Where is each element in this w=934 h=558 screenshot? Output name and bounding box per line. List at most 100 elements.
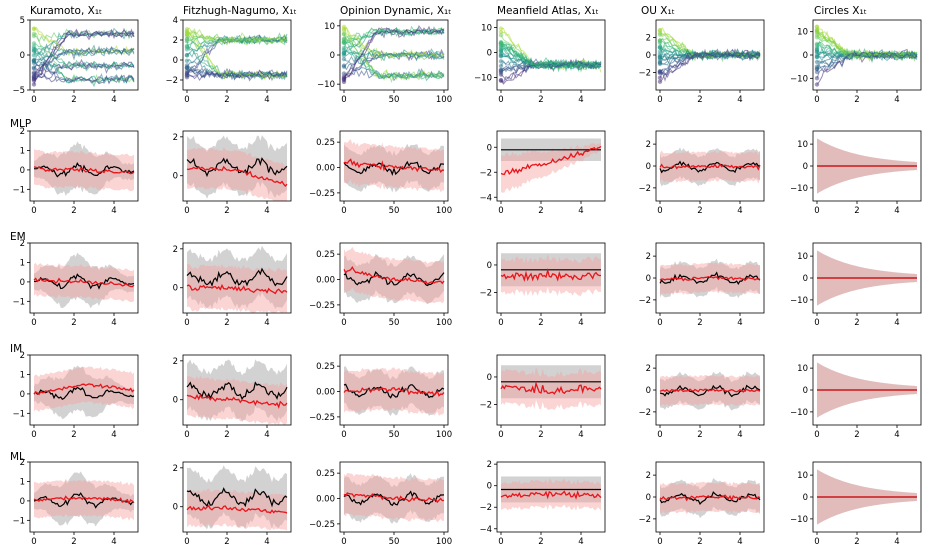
trajectory-start-point <box>657 69 663 74</box>
trajectory-start-point <box>341 64 347 69</box>
panel-ml-2-xtick-label: 0 <box>184 537 189 547</box>
trajectory-panel-5-xtick-label: 4 <box>737 95 742 105</box>
panel-em-1: −1 0 1 2 0 2 4 <box>12 239 139 328</box>
truth-band <box>187 359 287 423</box>
panel-em-4-frame <box>496 242 606 314</box>
prediction-band <box>187 147 287 201</box>
panel-im-5-xtick-label: 4 <box>737 430 742 440</box>
panel-ml-3-ytick-label: 0.25 <box>316 469 335 479</box>
panel-em-1-ytick-label: 2 <box>20 239 25 249</box>
trajectory-start-point <box>184 63 190 68</box>
prediction-band <box>660 262 760 295</box>
trajectory-panel-4: −10 0 10 0 2 4 <box>474 19 606 105</box>
panel-im-6-xtick-label: 4 <box>894 430 899 440</box>
panel-mlp-3-ytick-label: 0.25 <box>316 138 335 148</box>
panel-ml-4-ytick-label: 2 <box>487 460 492 470</box>
panel-im-4: −2 0 0 2 4 <box>479 354 606 440</box>
panel-ml-1-ytick-label: 0 <box>20 497 25 507</box>
panel-em-6-plot <box>817 250 917 306</box>
panel-em-2-xtick-label: 4 <box>264 318 269 328</box>
panel-im-4-xtick-label: 2 <box>538 430 543 440</box>
trajectory-panel-1-ytick-label: 5 <box>20 16 25 26</box>
trajectory-panel-2-ytick-label: −2 <box>165 76 178 86</box>
trajectory-panel-6-ytick-label: 0 <box>803 51 808 61</box>
trajectory-start-point <box>184 73 190 78</box>
prediction-band <box>501 478 601 511</box>
panel-em-3-plot <box>343 246 445 305</box>
trajectory-start-point <box>814 24 820 29</box>
panel-im-1-ytick-label: 1 <box>20 370 25 380</box>
truth-band <box>187 245 287 309</box>
panel-im-2-plot <box>186 359 288 425</box>
panel-mlp-5-ytick-label: −2 <box>638 184 651 194</box>
trajectory-panel-1: −5 0 5 0 2 4 <box>12 16 139 105</box>
trajectory-start-point <box>814 82 820 87</box>
panel-mlp-4-ytick-label: −2 <box>479 168 492 178</box>
panel-im-6-ytick-label: 0 <box>803 386 808 396</box>
trajectory-line <box>33 62 135 74</box>
panel-mlp-1-xtick-label: 2 <box>71 206 76 216</box>
panel-im-5-ytick-label: 0 <box>646 386 651 396</box>
trajectory-panel-4-frame <box>496 19 606 91</box>
prediction-mean-line <box>186 165 288 187</box>
prediction-mean-line <box>186 504 288 514</box>
panel-im-4-xtick-label: 0 <box>498 430 503 440</box>
panel-ml-1-xtick-label: 2 <box>71 537 76 547</box>
panel-mlp-2-xtick-label: 2 <box>224 206 229 216</box>
trajectory-start-point <box>657 75 663 81</box>
trajectory-start-point <box>31 41 37 46</box>
prediction-mean-line <box>500 267 601 282</box>
panel-ml-5-ytick-label: −2 <box>638 515 651 525</box>
prediction-mean-line <box>659 388 761 393</box>
panel-ml-2-frame <box>182 461 292 533</box>
panel-em-5: −2 0 2 0 2 4 <box>638 242 765 328</box>
trajectory-panel-2-xtick-label: 2 <box>224 95 229 105</box>
column-title-2: Fitzhugh-Nagumo, X₁ₜ <box>183 5 297 17</box>
panel-ml-6-ytick-label: 10 <box>797 471 808 481</box>
trajectory-panel-2-xtick-label: 0 <box>184 95 189 105</box>
panel-mlp-5-ytick-label: 2 <box>646 140 651 150</box>
panel-mlp-4-xtick-label: 0 <box>498 206 503 216</box>
panel-im-2-xtick-label: 4 <box>264 430 269 440</box>
panel-ml-2-ytick-label: 0 <box>173 503 178 513</box>
panel-mlp-1-ytick-label: 1 <box>20 146 25 156</box>
prediction-mean-line <box>659 276 761 282</box>
panel-mlp-6-xtick-label: 2 <box>854 206 859 216</box>
panel-im-5-xtick-label: 2 <box>697 430 702 440</box>
panel-mlp-4-ytick-label: 0 <box>487 143 492 153</box>
panel-em-3-ytick-label: 0.00 <box>316 276 335 286</box>
panel-em-1-ytick-label: −1 <box>12 297 25 307</box>
truth-band <box>660 371 760 411</box>
trajectory-start-point <box>31 74 37 79</box>
trajectory-start-point <box>31 65 37 70</box>
row-label-mlp: MLP <box>10 118 31 130</box>
panel-im-1-plot <box>33 365 135 419</box>
panel-em-5-ytick-label: −2 <box>638 296 651 306</box>
trajectory-line <box>343 60 445 81</box>
panel-mlp-2-ytick-label: 2 <box>173 133 178 143</box>
trajectory-start-point <box>814 41 820 47</box>
trajectory-line <box>343 28 445 80</box>
trajectory-start-point <box>657 79 663 84</box>
prediction-mean-line <box>33 277 135 288</box>
trajectory-line <box>344 42 445 79</box>
trajectory-line <box>33 47 135 68</box>
panel-im-4-ytick-label: 0 <box>487 373 492 383</box>
panel-em-2-ytick-label: 2 <box>173 245 178 255</box>
panel-em-5-plot <box>659 258 761 299</box>
trajectory-panel-5: −2 0 2 0 2 4 <box>638 19 765 105</box>
trajectory-panel-3-ytick-label: −10 <box>317 80 335 90</box>
panel-ml-5-ytick-label: 0 <box>646 493 651 503</box>
panel-em-3-ytick-label: −0.25 <box>309 301 335 311</box>
panel-mlp-3-xtick-label: 100 <box>436 206 452 216</box>
panel-im-5-xtick-label: 0 <box>657 430 662 440</box>
panel-mlp-6-plot <box>817 138 917 194</box>
trajectory-start-point <box>657 32 663 37</box>
truth-mean-line <box>33 273 135 290</box>
trajectory-panel-2-ytick-label: 4 <box>173 16 178 26</box>
panel-ml-3-xtick-label: 50 <box>389 537 400 547</box>
prediction-mean-line <box>343 492 445 504</box>
panel-mlp-1-ytick-label: 2 <box>20 127 25 137</box>
trajectory-line <box>816 50 918 69</box>
